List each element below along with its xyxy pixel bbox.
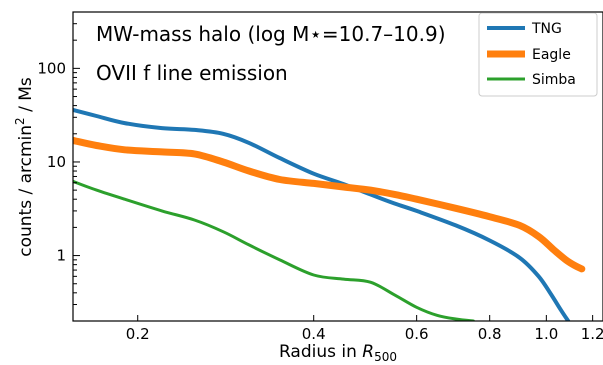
x-tick-label: 0.4 [302, 325, 326, 343]
annotation-halo: MW-mass halo (log M⋆=10.7–10.9) [96, 22, 446, 46]
x-tick-label: 0.6 [405, 325, 429, 343]
x-tick-label: 1.0 [534, 325, 558, 343]
axes-ticks: 0.2 0.4 0.6 0.8 1.0 1.2 1 10 100 [37, 23, 603, 343]
x-tick-label: 0.2 [126, 325, 150, 343]
series-line-simba [73, 179, 475, 321]
legend-box [478, 12, 598, 97]
x-tick-label: 1.2 [581, 325, 603, 343]
legend-tng-label: TNG [531, 21, 562, 37]
x-tick-label: 0.8 [478, 325, 502, 343]
legend-eagle-label: Eagle [532, 47, 571, 63]
y-axis-label: counts / arcmin2 / Ms [13, 77, 36, 257]
y-tick-label: 10 [47, 153, 66, 171]
legend: TNG Eagle Simba [478, 12, 598, 97]
y-tick-label: 1 [56, 247, 66, 265]
annotation-line: OVII f line emission [96, 61, 288, 85]
plot-area [73, 107, 586, 321]
x-axis-label: Radius in R500 [279, 342, 397, 364]
plot-frame [72, 11, 603, 322]
y-tick-label: 100 [37, 59, 66, 77]
series-line-eagle [73, 136, 586, 273]
legend-simba-label: Simba [532, 72, 576, 88]
